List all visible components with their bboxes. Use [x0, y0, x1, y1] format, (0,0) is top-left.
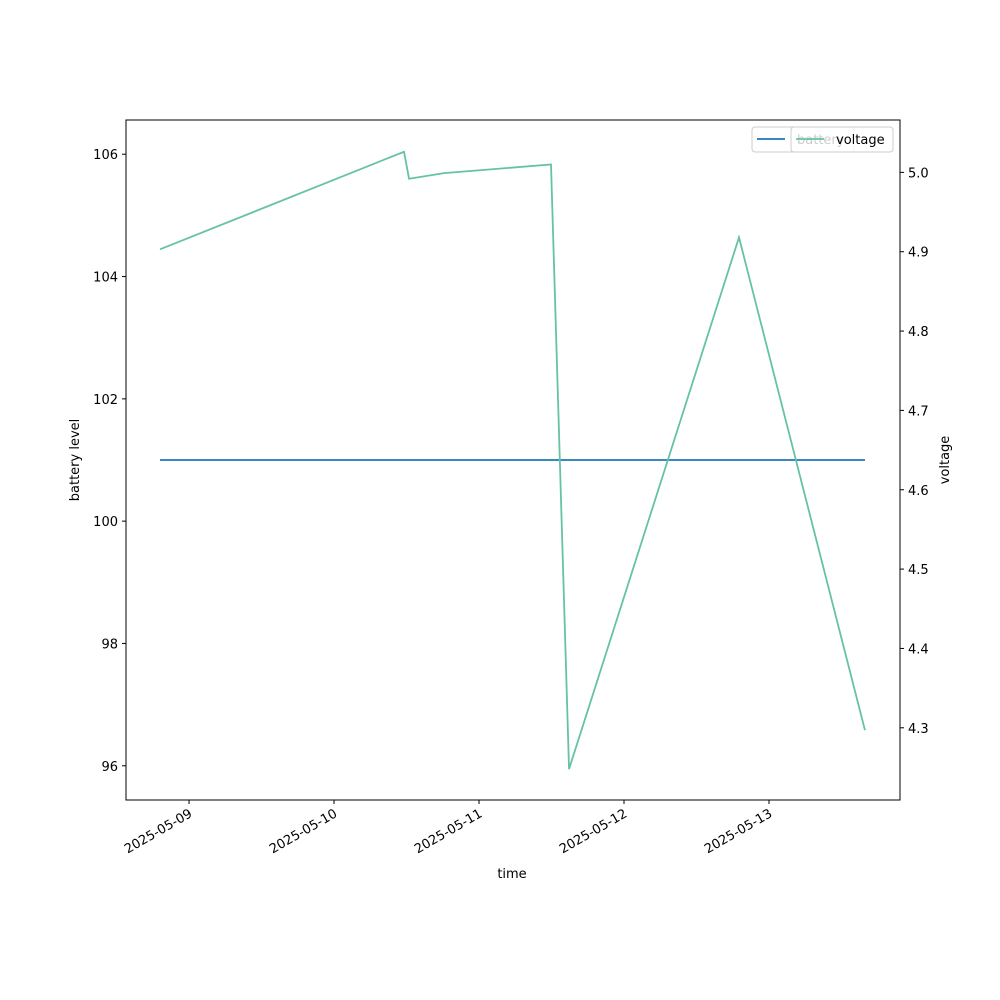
y2-tick-label: 4.3 — [908, 722, 929, 737]
y-tick-label: 106 — [93, 148, 118, 163]
y2-axis-label: voltage — [938, 436, 953, 485]
legend-box — [790, 126, 894, 153]
y-tick-label: 96 — [101, 760, 118, 775]
y2-tick-label: 4.8 — [908, 325, 929, 340]
y2-tick-label: 4.4 — [908, 642, 929, 657]
y-tick-label: 102 — [93, 393, 118, 408]
x-tick-label: 2025-05-11 — [412, 806, 485, 857]
x-tick-label: 2025-05-09 — [122, 806, 195, 857]
y2-tick-label: 5.0 — [908, 166, 929, 181]
y-axis-label: battery level — [68, 419, 83, 502]
x-tick-label: 2025-05-12 — [557, 806, 630, 857]
y-tick-label: 98 — [101, 637, 118, 652]
y2-tick-label: 4.7 — [908, 404, 929, 419]
y2-tick-label: 4.9 — [908, 246, 929, 261]
x-tick-label: 2025-05-10 — [267, 806, 340, 857]
y-tick-label: 104 — [93, 271, 118, 286]
y2-tick-label: 4.6 — [908, 484, 929, 499]
y2-tick-label: 4.5 — [908, 563, 929, 578]
x-tick-label: 2025-05-13 — [702, 806, 775, 857]
x-axis-label: time — [497, 867, 526, 882]
series-line — [159, 150, 866, 770]
plot-frame — [125, 119, 901, 801]
legend-label: voltage — [836, 133, 885, 148]
y-tick-label: 100 — [93, 515, 118, 530]
